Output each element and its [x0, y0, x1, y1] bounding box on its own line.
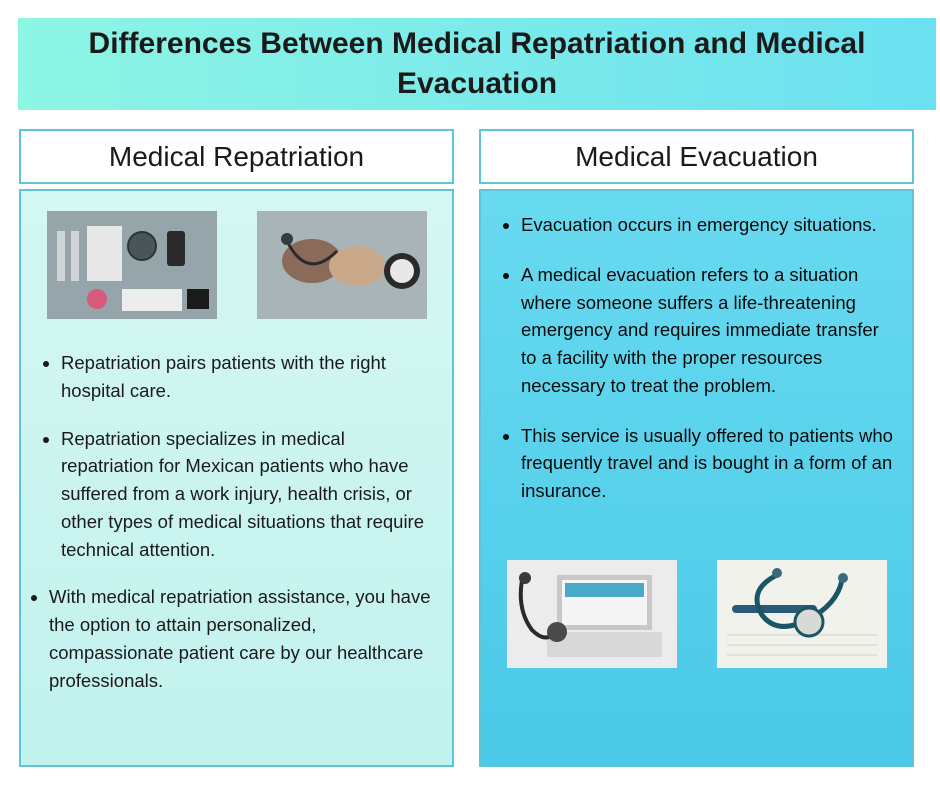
column-evacuation: Medical Evacuation Evacuation occurs in …: [479, 129, 914, 769]
column-heading-right: Medical Evacuation: [575, 141, 818, 173]
bullet-item: Evacuation occurs in emergency situation…: [521, 211, 894, 239]
bullet-item: Repatriation pairs patients with the rig…: [61, 349, 434, 405]
laptop-stethoscope-image: [507, 560, 677, 668]
bullet-item: This service is usually offered to patie…: [521, 422, 894, 505]
column-heading-left: Medical Repatriation: [109, 141, 364, 173]
page-header: Differences Between Medical Repatriation…: [18, 18, 936, 110]
column-header-left: Medical Repatriation: [19, 129, 454, 184]
page-title: Differences Between Medical Repatriation…: [58, 24, 896, 105]
bullet-list-left: Repatriation pairs patients with the rig…: [39, 349, 434, 694]
bullet-list-right: Evacuation occurs in emergency situation…: [499, 211, 894, 505]
image-row-bottom: [499, 560, 894, 668]
image-row-top: [39, 211, 434, 319]
medical-tools-image: [47, 211, 217, 319]
column-repatriation: Medical Repatriation: [19, 129, 454, 769]
column-body-left: Repatriation pairs patients with the rig…: [19, 189, 454, 767]
bullet-item: A medical evacuation refers to a situati…: [521, 261, 894, 400]
stethoscope-paper-image: [717, 560, 887, 668]
bullet-item: Repatriation specializes in medical repa…: [61, 425, 434, 564]
blood-pressure-image: [257, 211, 427, 319]
column-body-right: Evacuation occurs in emergency situation…: [479, 189, 914, 767]
bullet-item: With medical repatriation assistance, yo…: [49, 583, 434, 694]
column-header-right: Medical Evacuation: [479, 129, 914, 184]
